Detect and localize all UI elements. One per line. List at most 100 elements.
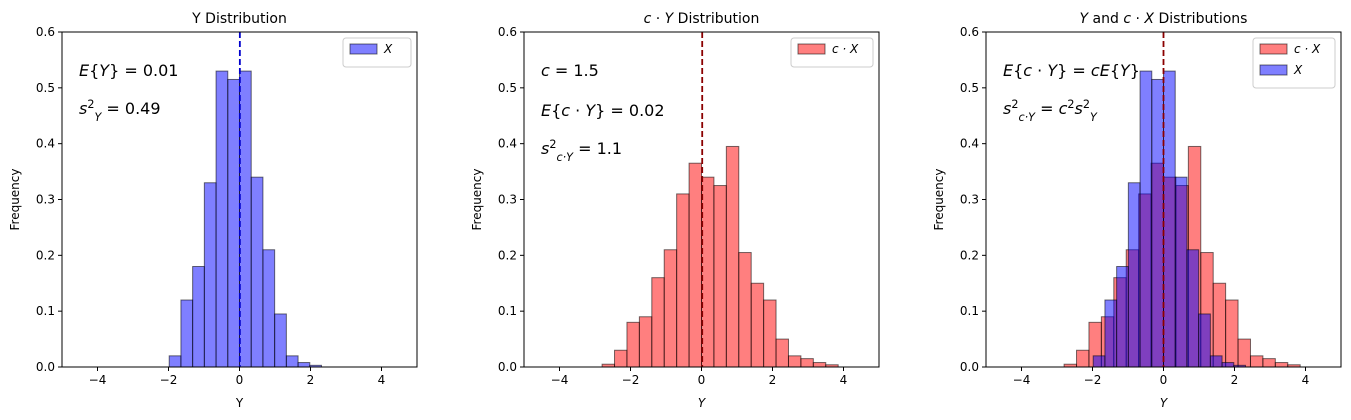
y-axis-label: Frequency (932, 169, 946, 231)
y-tick-label: 0.6 (498, 25, 517, 39)
annotation: E{c · Y} = cE{Y} (1003, 61, 1140, 80)
legend-label: X (383, 42, 393, 56)
x-tick-label: −4 (1013, 373, 1031, 387)
x-tick-label: 2 (769, 373, 777, 387)
bar-series-b-5 (1151, 78, 1165, 368)
y-tick-label: 0.2 (498, 248, 517, 262)
x-tick-label: 2 (1231, 373, 1239, 387)
bar-series-a-12 (1212, 282, 1227, 368)
legend: c · X (790, 37, 874, 68)
bar-series-a-10 (725, 145, 740, 368)
bar-series-a-14 (1237, 338, 1251, 368)
legend-swatch (349, 43, 378, 55)
bar-series-b-10 (1209, 355, 1223, 368)
chart-panel-3: Y and c · X Distributions −4 −2 0 2 4 0.0 0.1 0.… (932, 11, 1342, 410)
bar-series-a-17 (1274, 362, 1289, 368)
chart-title: Y Distribution (191, 11, 287, 27)
y-axis-label: Frequency (8, 169, 22, 231)
y-tick-label: 0.4 (36, 137, 55, 151)
bar-series-b-6 (1163, 70, 1176, 368)
y-tick-label: 0.3 (498, 193, 517, 207)
annotation: c = 1.5 (541, 61, 599, 80)
y-tick-label: 0.6 (960, 25, 979, 39)
x-axis-label: Y (698, 396, 707, 410)
annotations: c = 1.5 E{c · Y} = 0.02 s2c·Y = 1.1 (541, 61, 665, 164)
bar-series-a-8 (701, 176, 715, 368)
bar-series-b-3 (1127, 182, 1141, 368)
bar-series-a-17 (812, 362, 827, 368)
bar-series-a-6 (239, 70, 252, 368)
x-tick-label: −4 (89, 373, 107, 387)
bar-series-a-10 (285, 355, 299, 368)
chart-title: c · Y Distribution (644, 11, 760, 27)
bar-series-b-11 (1221, 362, 1235, 368)
bar-series-a-3 (203, 182, 217, 368)
x-axis-label: Y (235, 396, 244, 410)
annotation: s2c·Y = 1.1 (541, 138, 622, 164)
bar-series-a-1 (180, 299, 194, 368)
bar-series-a-9 (713, 185, 727, 368)
annotations: E{Y} = 0.01 s2Y = 0.49 (79, 61, 178, 124)
bar-series-a-13 (1225, 299, 1239, 368)
y-tick-label: 0.3 (36, 193, 55, 207)
bar-series-a-16 (1262, 358, 1276, 368)
legend-swatch (797, 43, 826, 55)
x-tick-label: 0 (1160, 373, 1168, 387)
y-tick-label: 0.5 (498, 81, 517, 95)
bar-series-a-2 (192, 266, 205, 368)
x-tick-label: −2 (160, 373, 178, 387)
bar-series-a-0 (168, 355, 182, 368)
bar-series-a-16 (800, 358, 814, 368)
y-axis-label: Frequency (470, 169, 484, 231)
bar-series-a-15 (787, 355, 802, 368)
x-tick-label: 4 (840, 373, 848, 387)
annotation: s2Y = 0.49 (79, 98, 161, 124)
bar-series-a-9 (274, 313, 287, 368)
legend-label: c · X (1294, 42, 1321, 56)
chart-title: Y and c · X Distributions (1080, 11, 1248, 27)
y-tick-label: 0.4 (960, 137, 979, 151)
bar-series-a-1 (1076, 349, 1090, 368)
annotation: s2c·Y = c2s2Y (1003, 98, 1098, 124)
y-tick-label: 0.0 (36, 360, 55, 374)
x-tick-label: 0 (698, 373, 706, 387)
legend: c · X X (1252, 37, 1336, 89)
bar-series-a-4 (651, 277, 665, 368)
bar-series-a-7 (688, 162, 703, 368)
bar-series-b-0 (1092, 355, 1106, 368)
legend-swatch (1259, 43, 1288, 55)
x-tick-label: −2 (1084, 373, 1102, 387)
bar-series-a-15 (1249, 355, 1264, 368)
x-axis-label: Y (1160, 396, 1169, 410)
annotation: E{c · Y} = 0.02 (541, 101, 665, 120)
bar-series-a-8 (262, 249, 276, 368)
x-tick-label: 4 (378, 373, 386, 387)
x-tick-label: 2 (307, 373, 315, 387)
x-tick-label: −2 (622, 373, 640, 387)
bar-series-a-3 (638, 316, 653, 368)
legend-label: X (1293, 63, 1303, 77)
bar-series-a-11 (297, 362, 311, 368)
bar-series-b-2 (1116, 266, 1129, 368)
legend: X (342, 37, 412, 68)
legend-label: c · X (832, 42, 859, 56)
y-tick-label: 0.1 (960, 304, 979, 318)
bar-series-b-8 (1186, 249, 1200, 368)
bar-series-a-13 (763, 299, 777, 368)
bar-series-a-4 (215, 70, 229, 368)
x-tick-label: 4 (1302, 373, 1310, 387)
chart-panel-2: c · Y Distribution −4 −2 0 2 4 0.0 0.1 0.2 0.3 0.4… (470, 11, 880, 410)
y-tick-label: 0.3 (960, 193, 979, 207)
bar-series-b-7 (1174, 176, 1188, 368)
bar-series-b-4 (1139, 70, 1153, 368)
y-tick-label: 0.2 (36, 248, 55, 262)
y-tick-label: 0.5 (960, 81, 979, 95)
y-tick-label: 0.5 (36, 81, 55, 95)
bar-series-a-7 (250, 176, 264, 368)
bar-series-a-1 (614, 349, 628, 368)
y-tick-label: 0.1 (36, 304, 55, 318)
bar-series-a-12 (750, 282, 765, 368)
bar-series-a-14 (775, 338, 789, 368)
y-tick-label: 0.0 (960, 360, 979, 374)
